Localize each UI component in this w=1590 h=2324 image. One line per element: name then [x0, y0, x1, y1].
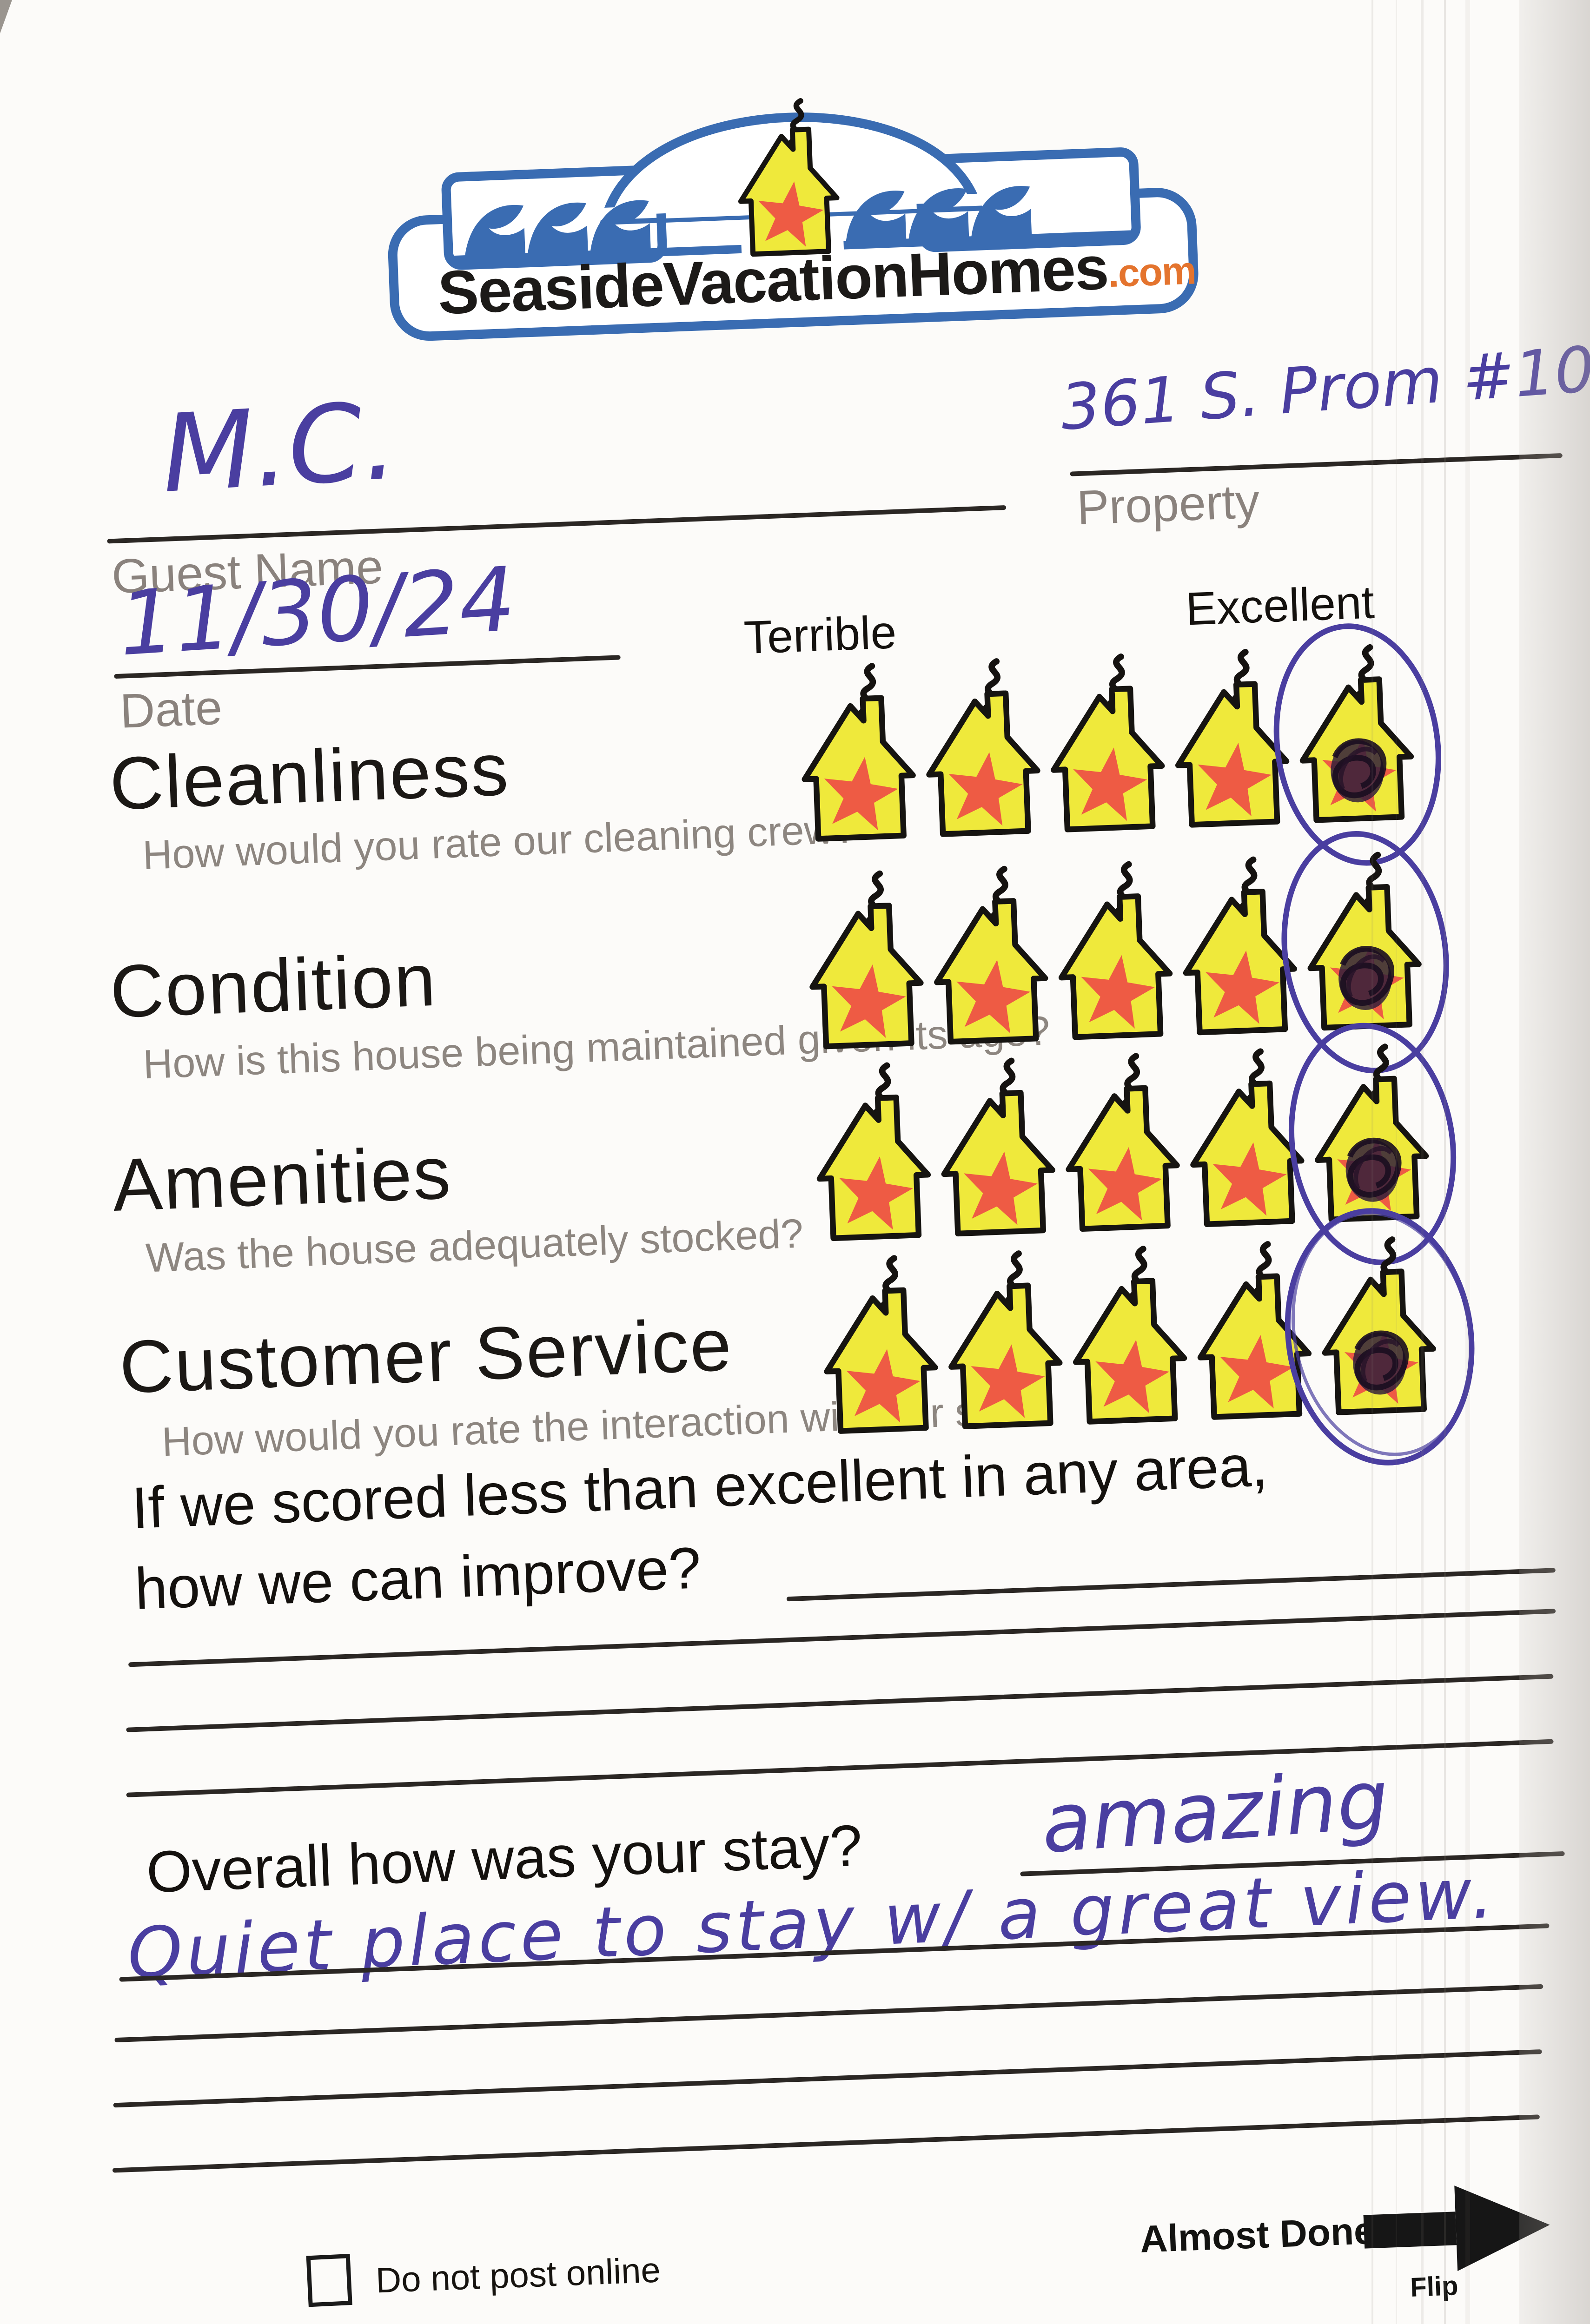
pen-scribble	[1331, 738, 1387, 803]
rating-row-customer-service: Customer Service How would you rate the …	[2, 1208, 1590, 1480]
house-rating-icon	[941, 1057, 1055, 1237]
pen-scribble	[1353, 1330, 1409, 1395]
house-rating-icon	[948, 1250, 1063, 1429]
property-label: Property	[1076, 474, 1261, 535]
seaside-vacation-homes-logo: SeasideVacationHomes.com	[388, 98, 1199, 341]
scan-streak	[1465, 0, 1470, 2324]
overall-answer-line1-handwriting: amazing	[1038, 1752, 1392, 1872]
blank-line	[113, 2049, 1542, 2108]
house-rating-icon	[1073, 1246, 1187, 1425]
flip-arrow-icon	[1363, 2185, 1550, 2271]
house-rating-icon-selected	[1322, 1236, 1436, 1415]
improve-prompt-line2: how we can improve?	[133, 1535, 702, 1622]
house-rating-icon	[1183, 856, 1298, 1036]
wave-baseline	[453, 244, 742, 264]
blank-line	[112, 2114, 1540, 2173]
rating-category-label: Amenities	[111, 1130, 453, 1227]
pen-circle-around-selected-house	[1285, 1208, 1475, 1466]
blank-line	[128, 1609, 1556, 1667]
rating-houses	[820, 1231, 1440, 1439]
rating-row-amenities: Amenities Was the house adequately stock…	[0, 1023, 1590, 1287]
house-rating-icon	[1058, 861, 1173, 1040]
scan-streak	[1396, 0, 1397, 2324]
logo-tld: .com	[1107, 248, 1196, 295]
guest-name-handwriting: M.C.	[158, 379, 400, 517]
paper-fold-edge	[1519, 0, 1590, 2324]
house-rating-icon	[809, 870, 924, 1050]
pen-scribble	[1338, 946, 1394, 1010]
rating-houses	[798, 639, 1418, 846]
flip-label: Flip	[1410, 2271, 1459, 2303]
blank-line	[114, 1984, 1544, 2043]
rating-houses	[806, 846, 1426, 1054]
property-line	[1070, 453, 1563, 476]
scan-streak	[1444, 0, 1446, 2324]
house-rating-icon	[816, 1062, 931, 1241]
house-rating-icon	[802, 663, 916, 842]
do-not-post-checkbox	[306, 2254, 352, 2307]
house-rating-icon-selected	[1299, 644, 1414, 823]
blank-line	[126, 1674, 1554, 1732]
house-rating-icon	[1051, 654, 1165, 832]
rating-houses	[813, 1038, 1433, 1246]
scale-terrible-label: Terrible	[743, 606, 897, 664]
pen-scribble	[1345, 1137, 1402, 1202]
house-rating-icon	[1066, 1053, 1180, 1232]
house-rating-icon	[926, 658, 1040, 837]
scan-streak	[1421, 0, 1424, 2324]
house-rating-icon-selected	[1315, 1043, 1429, 1222]
house-rating-icon	[1175, 648, 1290, 828]
logo-house-icon	[738, 98, 840, 257]
house-rating-icon	[1190, 1048, 1305, 1228]
rating-category-label: Customer Service	[118, 1302, 735, 1409]
do-not-post-label: Do not post online	[375, 2250, 662, 2301]
improve-answer-line	[786, 1568, 1556, 1602]
rating-category-label: Condition	[108, 938, 438, 1033]
scan-streak	[1371, 0, 1373, 2324]
house-rating-icon-selected	[1307, 852, 1422, 1031]
rating-category-label: Cleanliness	[108, 727, 511, 825]
house-rating-icon	[934, 865, 1048, 1045]
house-rating-icon	[824, 1255, 938, 1434]
property-handwriting: 361 S. Prom #102	[1058, 330, 1590, 444]
almost-done-label: Almost Done	[1139, 2209, 1376, 2261]
